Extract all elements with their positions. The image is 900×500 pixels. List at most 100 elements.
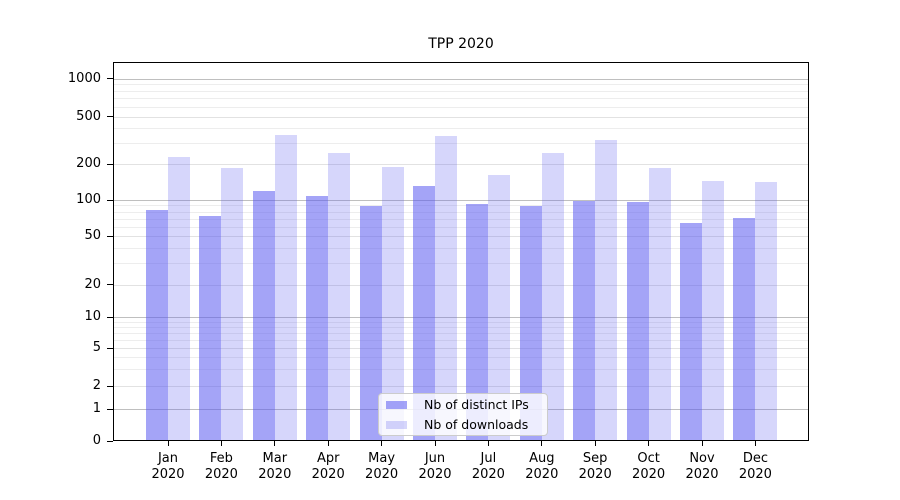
x-tick-label-line: Jun <box>424 451 446 466</box>
x-tick-label-line: 2020 <box>525 466 559 482</box>
x-tick-label-line: 2020 <box>311 466 345 482</box>
x-tick <box>434 441 436 446</box>
x-tick-label: Jun 2020 <box>407 451 463 482</box>
x-tick <box>220 441 222 446</box>
gridline-major <box>114 78 808 80</box>
x-tick-label: Oct 2020 <box>621 451 677 482</box>
x-tick <box>754 441 756 446</box>
x-tick-label-line: Jul <box>480 451 497 466</box>
gridline-minor <box>114 247 808 249</box>
x-tick-label-line: 2020 <box>578 466 612 482</box>
bar-distinct-ips-may <box>359 206 382 440</box>
gridline-minor <box>114 326 808 328</box>
x-tick <box>594 441 596 446</box>
bar-distinct-ips-dec <box>733 217 756 440</box>
x-tick-label: Apr 2020 <box>300 451 356 482</box>
legend-swatch-distinct-ips-icon <box>386 400 407 409</box>
x-tick <box>167 441 169 446</box>
bar-downloads-oct <box>648 167 671 440</box>
legend-label-distinct-ips: Nb of distinct IPs <box>424 397 529 412</box>
gridline-minor <box>114 369 808 371</box>
gridline-minor <box>114 128 808 130</box>
gridline-minor <box>114 142 808 144</box>
gridline-minor-labeled <box>114 348 808 349</box>
bar-downloads-jul <box>488 174 511 440</box>
bar-distinct-ips-mar <box>252 190 275 440</box>
bar-downloads-nov <box>702 180 724 440</box>
gridline-minor <box>114 339 808 341</box>
gridline-minor <box>114 332 808 334</box>
bar-downloads-mar <box>274 134 297 440</box>
y-tick-label: 50 <box>84 228 101 243</box>
y-tick-label: 0 <box>92 433 101 448</box>
chart-title: TPP 2020 <box>428 36 494 52</box>
y-tick-label: 1 <box>92 401 101 416</box>
gridline-minor <box>114 226 808 228</box>
gridline-minor-labeled <box>114 284 808 286</box>
gridline-minor <box>114 106 808 108</box>
gridline-minor-labeled <box>114 386 808 387</box>
y-tick <box>107 440 113 442</box>
x-tick-label: Mar 2020 <box>247 451 303 482</box>
x-tick-label-line: Mar <box>262 451 288 466</box>
x-tick-label-line: 2020 <box>418 466 452 482</box>
plot-area <box>113 62 809 441</box>
x-tick-label-line: Aug <box>529 451 555 466</box>
y-tick <box>107 408 113 410</box>
gridline-minor-labeled <box>114 164 808 165</box>
bar-distinct-ips-aug <box>519 206 542 440</box>
legend-item-downloads: Nb of downloads <box>379 415 547 435</box>
x-tick-label-line: Apr <box>316 451 340 466</box>
gridline-minor <box>114 263 808 265</box>
gridline-minor-labeled <box>114 116 808 118</box>
x-tick-label-line: 2020 <box>258 466 292 482</box>
gridline-minor <box>114 98 808 100</box>
legend-item-distinct-ips: Nb of distinct IPs <box>379 395 547 415</box>
gridline-minor <box>114 90 808 92</box>
x-tick-label-line: 2020 <box>151 466 185 482</box>
bar-downloads-dec <box>755 182 778 440</box>
x-tick-label: Dec 2020 <box>727 451 783 482</box>
legend-label-downloads: Nb of downloads <box>424 417 529 432</box>
y-tick <box>107 284 113 285</box>
bar-downloads-jan <box>168 156 190 440</box>
bar-distinct-ips-sep <box>573 201 596 440</box>
gridline-major <box>114 200 808 201</box>
bar-distinct-ips-jan <box>146 209 168 440</box>
legend: Nb of distinct IPs Nb of downloads <box>378 393 548 436</box>
x-tick <box>327 441 329 446</box>
y-tick-label: 200 <box>76 156 101 171</box>
y-tick-label: 2 <box>92 378 101 393</box>
y-tick-label: 500 <box>76 108 101 124</box>
x-tick-label: Nov 2020 <box>674 451 730 482</box>
x-tick-label-line: 2020 <box>471 466 505 482</box>
x-tick <box>381 441 383 446</box>
y-tick-label: 5 <box>92 340 101 355</box>
legend-swatch-downloads-icon <box>386 420 407 429</box>
y-tick <box>107 347 113 349</box>
gridline-minor <box>114 211 808 213</box>
x-tick-label-line: 2020 <box>632 466 666 482</box>
x-tick-label-line: Oct <box>637 451 660 466</box>
bar-distinct-ips-apr <box>306 196 329 440</box>
x-tick-label-line: 2020 <box>204 466 238 482</box>
x-tick-label: Aug 2020 <box>514 451 570 482</box>
y-tick-label: 100 <box>76 192 101 207</box>
x-tick <box>541 441 543 446</box>
y-tick <box>107 235 113 237</box>
bar-distinct-ips-nov <box>680 223 702 440</box>
x-tick-label-line: 2020 <box>365 466 399 482</box>
y-tick <box>107 316 113 318</box>
x-tick <box>274 441 276 446</box>
gridline-minor <box>114 357 808 359</box>
gridline-minor <box>114 205 808 207</box>
x-tick-label: Feb 2020 <box>193 451 249 482</box>
y-tick-label: 1000 <box>67 70 101 86</box>
y-tick-label: 20 <box>84 276 101 292</box>
x-tick-label-line: 2020 <box>738 466 772 482</box>
y-tick <box>107 78 113 79</box>
x-tick <box>487 441 489 446</box>
bar-distinct-ips-feb <box>199 215 222 440</box>
x-tick-label: Jul 2020 <box>460 451 516 482</box>
